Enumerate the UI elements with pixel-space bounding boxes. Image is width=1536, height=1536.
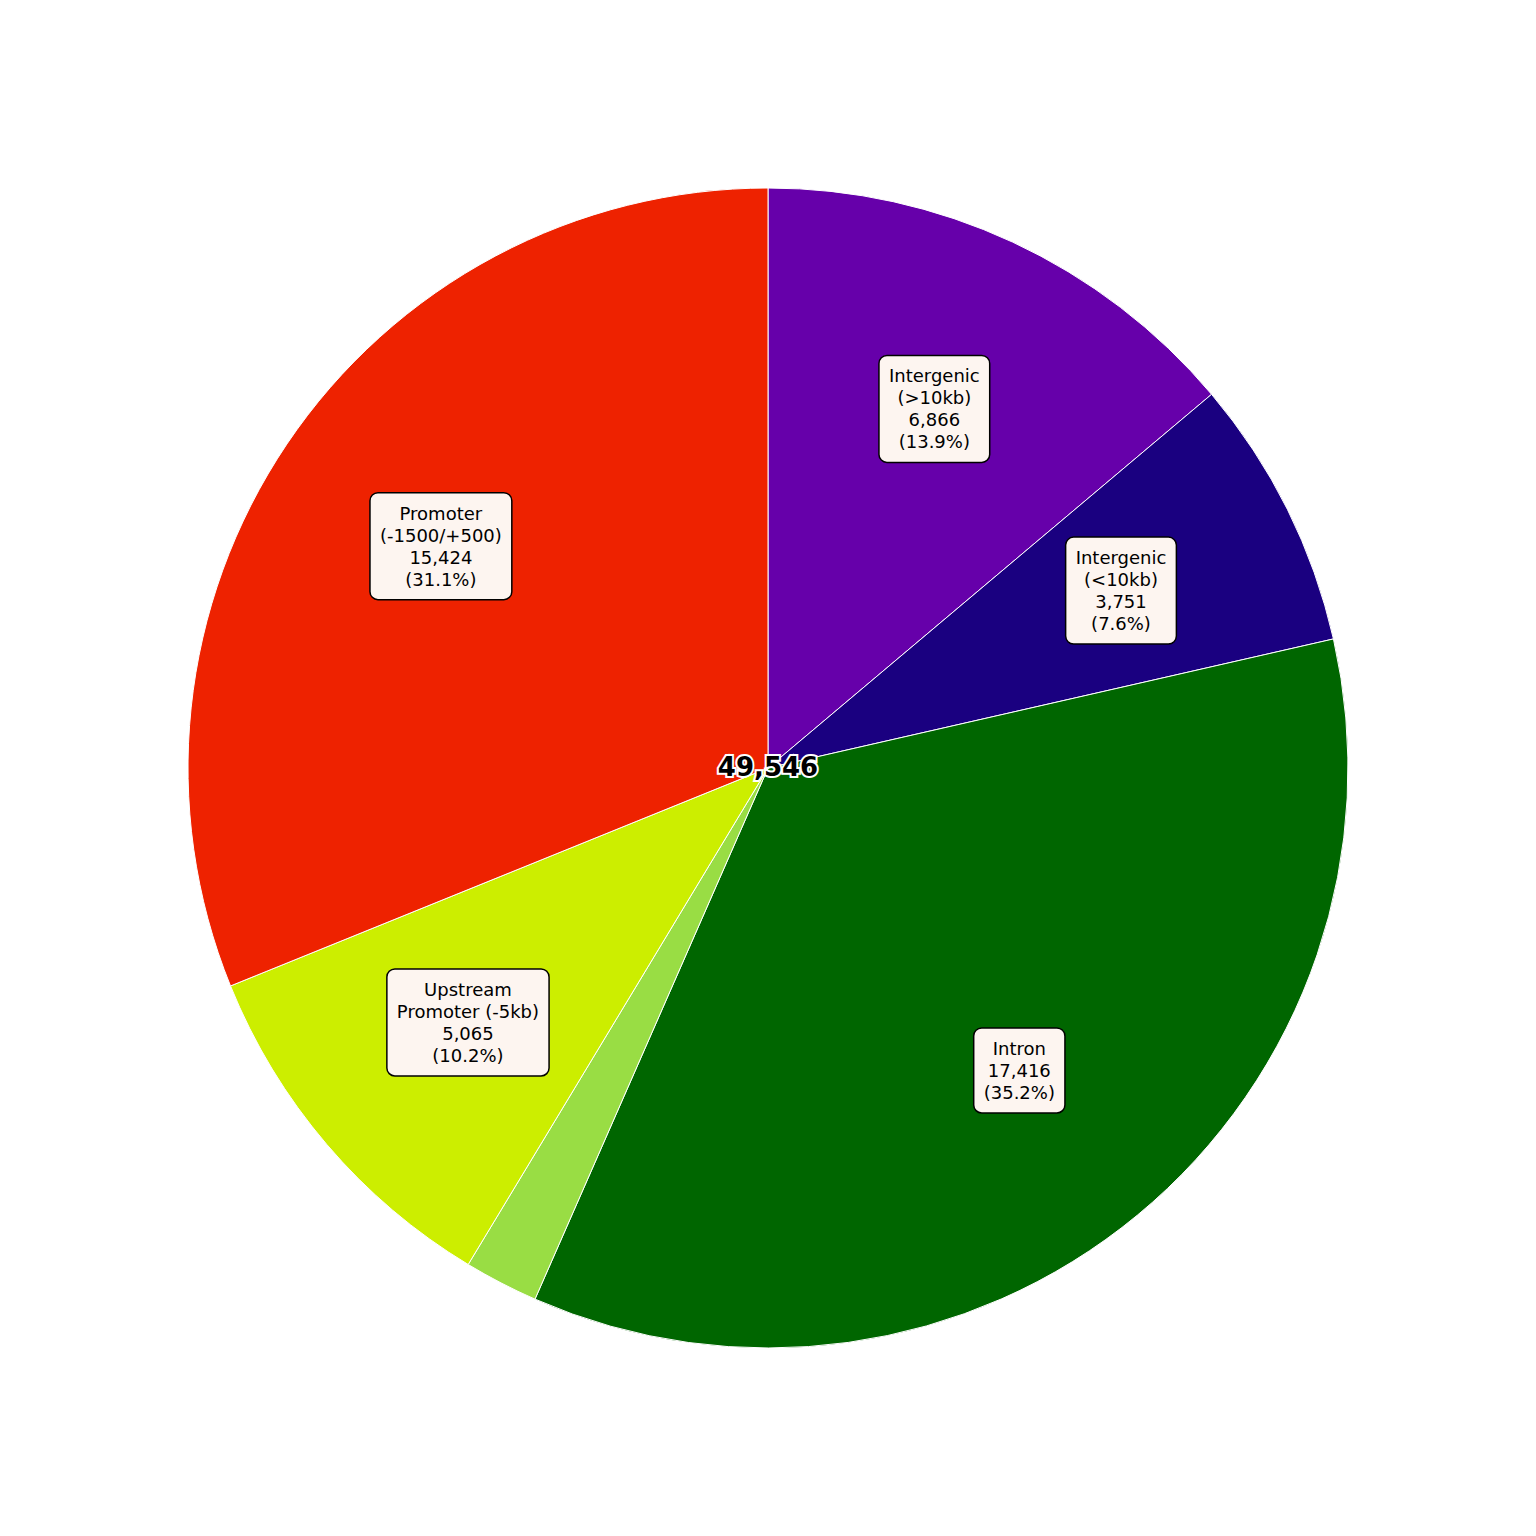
chart: Intergenic(>10kb)6,866(13.9%)Intergenic(…: [0, 0, 1536, 1536]
label-box: [879, 355, 990, 462]
label-text: Intergenic(<10kb)3,751(7.6%): [1076, 547, 1167, 634]
label-line: (35.2%): [984, 1082, 1055, 1103]
slice: [188, 188, 768, 986]
slice-label: Promoter(-1500/+500)15,424(31.1%): [370, 493, 512, 600]
label-line: (7.6%): [1091, 613, 1151, 634]
label-box: [387, 969, 549, 1076]
label-box: [974, 1028, 1065, 1113]
label-text: UpstreamPromoter (-5kb)5,065(10.2%): [397, 979, 539, 1066]
label-line: (13.9%): [899, 431, 970, 452]
label-text: Intergenic(>10kb)6,866(13.9%): [889, 365, 980, 452]
slice-label: Intergenic(>10kb)6,866(13.9%): [879, 355, 990, 462]
slice-label: Intron17,416(35.2%): [974, 1028, 1065, 1113]
labels: Intergenic(>10kb)6,866(13.9%)Intergenic(…: [370, 355, 1176, 1113]
label-line: Intergenic: [889, 365, 980, 386]
label-line: Intergenic: [1076, 547, 1167, 568]
label-line: Promoter (-5kb): [397, 1001, 539, 1022]
label-line: (10.2%): [432, 1045, 503, 1066]
slice-label: Intergenic(<10kb)3,751(7.6%): [1066, 537, 1177, 644]
label-line: Promoter: [400, 503, 483, 524]
label-box: [370, 493, 512, 600]
label-line: Intron: [993, 1038, 1046, 1059]
label-line: (<10kb): [1084, 569, 1158, 590]
label-line: (31.1%): [405, 569, 476, 590]
label-line: (>10kb): [897, 387, 971, 408]
label-text: Intron17,416(35.2%): [984, 1038, 1055, 1103]
slices: [188, 188, 1348, 1348]
label-line: 3,751: [1095, 591, 1147, 612]
label-line: 5,065: [442, 1023, 494, 1044]
label-line: 15,424: [409, 547, 472, 568]
label-text: Promoter(-1500/+500)15,424(31.1%): [380, 503, 502, 590]
label-line: (-1500/+500): [380, 525, 502, 546]
label-line: 17,416: [988, 1060, 1051, 1081]
label-box: [1066, 537, 1177, 644]
center-label: 49,546: [718, 752, 818, 782]
label-line: Upstream: [424, 979, 512, 1000]
label-line: 6,866: [909, 409, 961, 430]
slice-label: UpstreamPromoter (-5kb)5,065(10.2%): [387, 969, 549, 1076]
